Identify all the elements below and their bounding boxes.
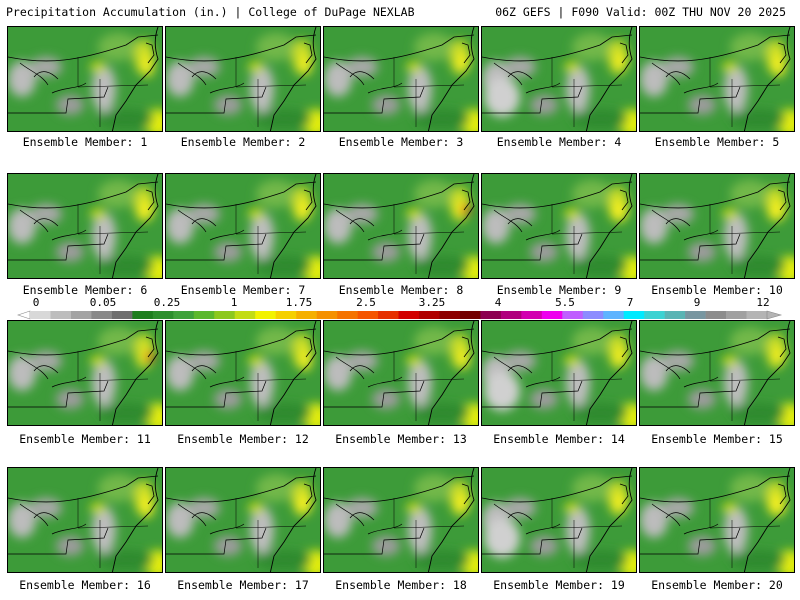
colorbar-swatch <box>173 311 195 319</box>
colorbar-swatch <box>644 311 665 319</box>
colorbar-swatch <box>726 311 747 319</box>
ensemble-member-label: Ensemble Member: 3 <box>338 135 464 149</box>
colorbar-swatch <box>664 311 686 319</box>
colorbar-tick-label: 4 <box>495 297 502 309</box>
ensemble-member-label: Ensemble Member: 16 <box>19 578 151 592</box>
colorbar-swatch <box>152 311 174 319</box>
colorbar-swatch <box>439 311 461 319</box>
colorbar-tick-label: 12 <box>756 297 769 309</box>
colorbar-tick-label: 0.05 <box>90 297 117 309</box>
colorbar-swatch <box>214 311 236 319</box>
colorbar-swatch <box>459 311 481 319</box>
ensemble-member-label: Ensemble Member: 2 <box>180 135 306 149</box>
ensemble-member-label: Ensemble Member: 15 <box>651 432 783 446</box>
chart-title: Precipitation Accumulation (in.) | Colle… <box>6 5 415 19</box>
colorbar-swatch <box>746 311 768 319</box>
ensemble-member-label: Ensemble Member: 8 <box>338 283 464 297</box>
colorbar-swatch <box>70 311 92 319</box>
ensemble-member-label: Ensemble Member: 13 <box>335 432 467 446</box>
colorbar-swatch <box>603 311 624 319</box>
ensemble-member-6-map <box>7 173 163 279</box>
colorbar-swatch <box>398 311 420 319</box>
colorbar-swatch <box>275 311 297 319</box>
colorbar-swatch <box>521 311 543 319</box>
colorbar-tick-label: 1.75 <box>286 297 313 309</box>
colorbar-swatch <box>357 311 379 319</box>
precipitation-colorbar: 0 0.05 0.25 1 1.75 2.5 3.25 4 5.5 7 9 12 <box>17 297 783 320</box>
colorbar-swatch <box>623 311 645 319</box>
colorbar-tick-label: 0.25 <box>154 297 181 309</box>
colorbar-left-arrow <box>17 310 31 320</box>
colorbar-swatch <box>562 311 584 319</box>
colorbar-tick-label: 7 <box>627 297 634 309</box>
ensemble-member-5-map <box>639 26 795 132</box>
ensemble-member-label: Ensemble Member: 10 <box>651 283 783 297</box>
colorbar-swatch <box>418 311 440 319</box>
colorbar-swatch <box>50 311 72 319</box>
ensemble-member-label: Ensemble Member: 9 <box>496 283 622 297</box>
model-run-info: 06Z GEFS | F090 Valid: 00Z THU NOV 20 20… <box>495 5 786 19</box>
ensemble-member-11-map <box>7 320 163 426</box>
colorbar-swatch <box>705 311 727 319</box>
colorbar-swatch <box>378 311 399 319</box>
ensemble-member-label: Ensemble Member: 7 <box>180 283 306 297</box>
ensemble-member-20-map <box>639 467 795 573</box>
colorbar-swatch <box>337 311 358 319</box>
ensemble-member-label: Ensemble Member: 5 <box>654 135 780 149</box>
ensemble-member-label: Ensemble Member: 12 <box>177 432 309 446</box>
ensemble-member-12-map <box>165 320 321 426</box>
colorbar-swatch <box>480 311 502 319</box>
ensemble-member-13-map <box>323 320 479 426</box>
ensemble-member-2-map <box>165 26 321 132</box>
ensemble-member-16-map <box>7 467 163 573</box>
ensemble-member-8-map <box>323 173 479 279</box>
ensemble-member-4-map <box>481 26 637 132</box>
ensemble-member-label: Ensemble Member: 4 <box>496 135 622 149</box>
ensemble-member-label: Ensemble Member: 20 <box>651 578 783 592</box>
ensemble-member-3-map <box>323 26 479 132</box>
ensemble-member-7-map <box>165 173 321 279</box>
ensemble-member-label: Ensemble Member: 1 <box>22 135 148 149</box>
ensemble-member-1-map <box>7 26 163 132</box>
ensemble-member-15-map <box>639 320 795 426</box>
ensemble-member-label: Ensemble Member: 14 <box>493 432 625 446</box>
colorbar-swatch <box>685 311 706 319</box>
ensemble-member-14-map <box>481 320 637 426</box>
colorbar-swatch <box>193 311 215 319</box>
colorbar-tick-label: 3.25 <box>419 297 446 309</box>
ensemble-member-19-map <box>481 467 637 573</box>
ensemble-member-10-map <box>639 173 795 279</box>
ensemble-member-label: Ensemble Member: 17 <box>177 578 309 592</box>
ensemble-member-17-map <box>165 467 321 573</box>
colorbar-swatch <box>132 311 154 319</box>
colorbar-right-arrow <box>766 310 783 320</box>
colorbar-tick-label: 2.5 <box>356 297 376 309</box>
ensemble-member-label: Ensemble Member: 19 <box>493 578 625 592</box>
ensemble-member-9-map <box>481 173 637 279</box>
ensemble-member-label: Ensemble Member: 18 <box>335 578 467 592</box>
colorbar-swatch <box>234 311 256 319</box>
colorbar-swatch <box>316 311 338 319</box>
colorbar-swatch <box>582 311 604 319</box>
colorbar-tick-label: 5.5 <box>555 297 575 309</box>
colorbar-swatch <box>91 311 113 319</box>
ensemble-member-label: Ensemble Member: 6 <box>22 283 148 297</box>
colorbar-swatch <box>541 311 563 319</box>
colorbar-tick-label: 1 <box>231 297 238 309</box>
colorbar-swatch <box>255 311 276 319</box>
colorbar-tick-label: 0 <box>33 297 40 309</box>
ensemble-member-18-map <box>323 467 479 573</box>
colorbar-swatch <box>111 311 133 319</box>
colorbar-swatch <box>296 311 317 319</box>
colorbar-swatch <box>500 311 522 319</box>
colorbar-swatch <box>30 311 51 319</box>
colorbar-tick-label: 9 <box>694 297 701 309</box>
ensemble-member-label: Ensemble Member: 11 <box>19 432 151 446</box>
